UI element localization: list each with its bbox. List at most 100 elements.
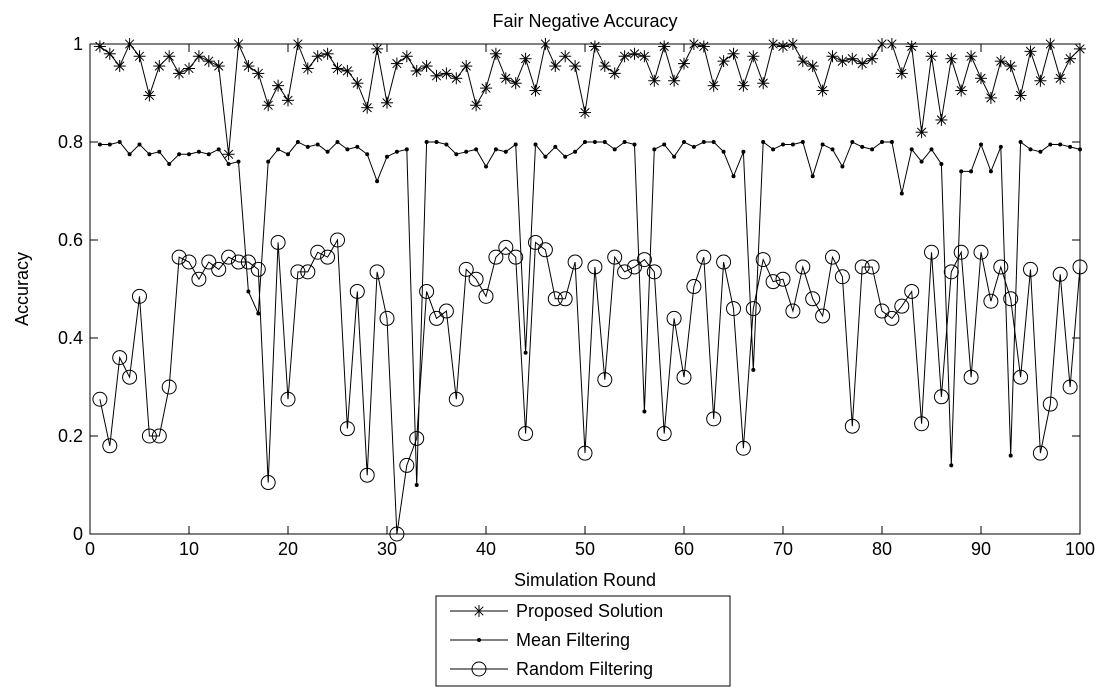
data-point-mean-filtering [682, 140, 686, 144]
x-axis-title: Simulation Round [514, 570, 656, 590]
data-point-mean-filtering [622, 140, 627, 144]
data-point-mean-filtering [167, 162, 172, 167]
data-point-mean-filtering [563, 154, 568, 159]
data-point-mean-filtering [236, 159, 241, 164]
data-point-mean-filtering [929, 147, 934, 152]
data-point-proposed-solution [272, 79, 285, 92]
data-point-random-filtering [993, 259, 1009, 275]
data-point-mean-filtering [206, 152, 211, 157]
data-point-proposed-solution [668, 74, 681, 87]
data-point-random-filtering [1062, 379, 1078, 395]
data-point-mean-filtering [771, 147, 776, 152]
data-point-random-filtering [349, 283, 365, 299]
data-point-proposed-solution [291, 38, 304, 50]
data-point-random-filtering [567, 254, 583, 270]
data-point-random-filtering [369, 264, 385, 280]
data-point-mean-filtering [355, 144, 360, 149]
data-point-proposed-solution [569, 60, 582, 73]
legend-marker-random-filtering [471, 661, 487, 677]
data-point-proposed-solution [381, 96, 393, 109]
data-point-proposed-solution [806, 60, 819, 73]
data-point-proposed-solution [777, 40, 789, 53]
data-point-proposed-solution [420, 60, 433, 73]
data-point-mean-filtering [919, 159, 924, 164]
data-point-mean-filtering [276, 147, 281, 152]
legend: Proposed Solution Mean Filtering Random Fi… [435, 595, 731, 687]
data-point-random-filtering [943, 264, 959, 280]
data-point-random-filtering [240, 254, 256, 270]
data-point-mean-filtering [830, 147, 835, 152]
legend-label-mean-filtering: Mean Filtering [516, 630, 630, 650]
data-point-random-filtering [726, 301, 741, 317]
data-point-mean-filtering [1008, 453, 1013, 458]
data-point-proposed-solution [1034, 74, 1047, 87]
data-point-mean-filtering [701, 140, 706, 144]
x-tick-label: 60 [674, 539, 694, 559]
data-point-proposed-solution [400, 50, 413, 63]
series-proposed-solution [93, 38, 1086, 161]
data-point-random-filtering [607, 249, 623, 265]
data-point-proposed-solution [796, 55, 809, 68]
data-point-random-filtering [132, 288, 147, 304]
x-tick-label: 50 [575, 539, 595, 559]
data-point-mean-filtering [305, 144, 310, 149]
data-point-mean-filtering [642, 409, 647, 414]
x-axis: 0 10 20 30 40 50 60 70 80 90 100 [85, 44, 1095, 559]
data-point-random-filtering [429, 310, 444, 326]
data-point-random-filtering [201, 254, 217, 270]
data-point-proposed-solution [371, 42, 384, 55]
data-point-mean-filtering [751, 367, 756, 372]
data-point-mean-filtering [464, 149, 469, 154]
data-point-proposed-solution [1014, 89, 1027, 102]
y-tick-label: 0.4 [58, 328, 83, 348]
data-point-random-filtering [221, 249, 237, 265]
data-point-proposed-solution [202, 55, 215, 68]
data-point-mean-filtering [345, 147, 350, 152]
data-point-mean-filtering [127, 152, 132, 157]
data-point-proposed-solution [163, 50, 176, 63]
data-point-random-filtering [587, 259, 603, 275]
data-point-random-filtering [825, 249, 840, 265]
data-point-proposed-solution [499, 72, 512, 85]
data-point-proposed-solution [183, 62, 195, 75]
data-point-random-filtering [854, 259, 870, 275]
data-point-proposed-solution [440, 67, 453, 80]
data-point-random-filtering [537, 242, 553, 258]
data-point-random-filtering [557, 291, 573, 307]
data-point-proposed-solution [717, 55, 730, 68]
data-point-random-filtering [735, 440, 751, 456]
data-point-proposed-solution [945, 52, 958, 65]
data-point-random-filtering [191, 271, 207, 287]
data-point-mean-filtering [959, 169, 964, 174]
data-point-proposed-solution [242, 60, 255, 73]
data-point-mean-filtering [474, 147, 479, 152]
data-point-mean-filtering [810, 174, 815, 179]
data-point-random-filtering [300, 264, 316, 280]
data-point-random-filtering [320, 249, 336, 265]
data-point-random-filtering [339, 421, 355, 437]
data-point-proposed-solution [588, 40, 601, 53]
data-point-proposed-solution [905, 40, 918, 53]
data-point-proposed-solution [757, 77, 770, 90]
data-point-random-filtering [151, 428, 167, 444]
data-point-mean-filtering [533, 142, 538, 147]
data-point-proposed-solution [173, 67, 186, 80]
y-axis-title: Accuracy [12, 252, 32, 326]
data-point-random-filtering [171, 249, 187, 265]
data-point-proposed-solution [103, 47, 116, 60]
data-point-proposed-solution [618, 50, 631, 63]
data-point-mean-filtering [147, 152, 152, 157]
series-random-filtering [92, 232, 1088, 542]
data-point-proposed-solution [390, 57, 403, 70]
data-point-mean-filtering [404, 147, 409, 152]
data-point-mean-filtering [553, 144, 558, 149]
data-point-proposed-solution [866, 52, 879, 65]
series-mean-filtering [97, 140, 1082, 487]
data-point-random-filtering [547, 291, 563, 307]
data-point-proposed-solution [836, 55, 849, 68]
data-point-random-filtering [260, 475, 276, 491]
data-point-random-filtering [686, 279, 702, 295]
legend-marker-proposed-solution [473, 605, 485, 617]
data-point-proposed-solution [608, 67, 621, 80]
data-point-mean-filtering [889, 140, 894, 144]
